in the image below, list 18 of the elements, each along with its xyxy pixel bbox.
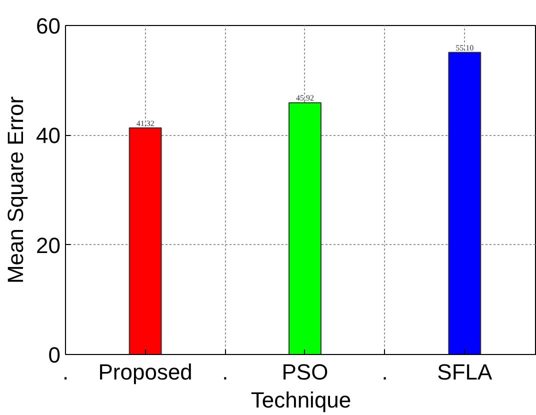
x-axis-title: Technique — [250, 388, 352, 412]
y-tick-label: 20 — [36, 232, 61, 258]
x-tick-label: . — [62, 360, 69, 384]
x-tick-label: SFLA — [437, 360, 492, 384]
x-tick-label: Proposed — [98, 360, 192, 384]
x-tick-label: PSO — [282, 360, 328, 384]
y-tick-label: 60 — [36, 14, 61, 38]
bar — [128, 127, 162, 354]
bar — [448, 52, 482, 354]
data-label: 45.92 — [296, 94, 314, 103]
data-label: 55.10 — [456, 43, 474, 52]
bar — [288, 102, 322, 354]
x-tick-label: . — [222, 360, 228, 384]
y-tick-label: 40 — [36, 123, 61, 148]
x-tick-label: . — [382, 360, 388, 384]
y-tick-label: 0 — [48, 342, 61, 368]
data-label: 41.32 — [136, 118, 154, 128]
y-axis-title: Mean Square Error — [3, 96, 28, 284]
